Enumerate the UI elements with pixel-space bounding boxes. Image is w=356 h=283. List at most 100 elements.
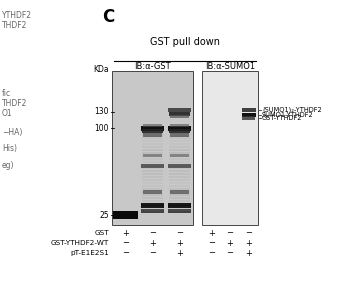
Text: −: − (226, 228, 234, 237)
Bar (142, 170, 163, 172)
Bar (169, 167, 190, 169)
Text: −: − (149, 228, 156, 237)
Bar (169, 161, 190, 163)
Text: GST: GST (94, 230, 109, 236)
Bar (142, 164, 163, 166)
Bar (169, 152, 190, 154)
Text: SUMO1-YTHDF2: SUMO1-YTHDF2 (262, 112, 314, 118)
Bar (142, 154, 162, 157)
Bar (141, 126, 163, 131)
Bar (142, 182, 163, 184)
Bar (169, 158, 190, 160)
Bar (169, 140, 190, 142)
Bar (142, 137, 163, 139)
Text: YTHDF2: YTHDF2 (2, 12, 32, 20)
Text: −: − (122, 248, 129, 258)
Bar (168, 108, 190, 112)
Bar (142, 134, 163, 136)
Text: KDa: KDa (93, 65, 109, 74)
Bar (142, 176, 163, 178)
Text: fic: fic (2, 89, 11, 98)
Bar (142, 152, 163, 154)
Text: +: + (149, 239, 156, 248)
Text: 25: 25 (99, 211, 109, 220)
Text: −: − (245, 228, 252, 237)
Bar (142, 185, 163, 187)
Text: +: + (226, 239, 234, 248)
Bar (169, 179, 190, 181)
Bar (142, 143, 163, 145)
Bar (170, 124, 189, 127)
Bar (142, 209, 163, 211)
Bar (202, 71, 258, 225)
Bar (169, 115, 189, 118)
Bar (169, 133, 189, 137)
Bar (169, 129, 190, 133)
Bar (169, 197, 190, 199)
Bar (168, 203, 190, 208)
Text: +: + (208, 228, 215, 237)
Text: +: + (176, 239, 183, 248)
Bar (142, 197, 163, 199)
Text: −HA): −HA) (2, 128, 22, 138)
Bar (142, 188, 163, 190)
Text: THDF2: THDF2 (2, 20, 27, 29)
Text: 100: 100 (94, 124, 109, 133)
Text: −: − (208, 248, 215, 258)
Bar (169, 209, 190, 211)
Text: (SUMO1)₂-YTHDF2: (SUMO1)₂-YTHDF2 (262, 107, 322, 113)
Bar (169, 154, 189, 157)
Bar (141, 164, 163, 168)
Text: +: + (176, 248, 183, 258)
Text: IB:α-GST: IB:α-GST (134, 62, 171, 71)
Bar (142, 140, 163, 142)
Text: 130: 130 (94, 107, 109, 116)
Bar (169, 149, 190, 151)
Bar (169, 191, 190, 193)
Text: THDF2: THDF2 (2, 98, 27, 108)
Bar (242, 113, 256, 117)
Bar (168, 126, 190, 131)
Bar (169, 143, 190, 145)
Text: pT-E1E2S1: pT-E1E2S1 (70, 250, 109, 256)
Bar (169, 194, 190, 196)
Bar (168, 164, 190, 168)
Text: GST pull down: GST pull down (150, 37, 220, 47)
Bar (169, 206, 190, 208)
Bar (142, 191, 163, 193)
Bar (142, 149, 163, 151)
Bar (242, 116, 255, 120)
Bar (169, 182, 190, 184)
Bar (169, 137, 190, 139)
Bar (141, 209, 163, 213)
Bar (169, 146, 190, 148)
Text: −: − (176, 228, 183, 237)
Bar (169, 164, 190, 166)
Text: O1: O1 (2, 108, 12, 117)
Bar (169, 155, 190, 157)
Bar (169, 190, 189, 194)
Bar (169, 200, 190, 202)
Bar (142, 203, 163, 205)
Text: GST-YTHDF2-WT: GST-YTHDF2-WT (51, 240, 109, 246)
Text: C: C (102, 8, 114, 26)
Bar (112, 71, 193, 225)
Text: +: + (122, 228, 129, 237)
Bar (142, 146, 163, 148)
Bar (113, 211, 138, 219)
Bar (142, 179, 163, 181)
Text: −: − (208, 239, 215, 248)
Bar (142, 200, 163, 202)
Bar (169, 185, 190, 187)
Bar (142, 129, 163, 133)
Bar (168, 209, 190, 213)
Bar (143, 124, 162, 127)
Text: −: − (149, 248, 156, 258)
Text: eg): eg) (2, 160, 15, 170)
Bar (169, 203, 190, 205)
Text: IB:α-SUMO1: IB:α-SUMO1 (205, 62, 255, 71)
Bar (169, 112, 190, 116)
Text: −: − (122, 239, 129, 248)
Bar (169, 173, 190, 175)
Text: His): His) (2, 143, 17, 153)
